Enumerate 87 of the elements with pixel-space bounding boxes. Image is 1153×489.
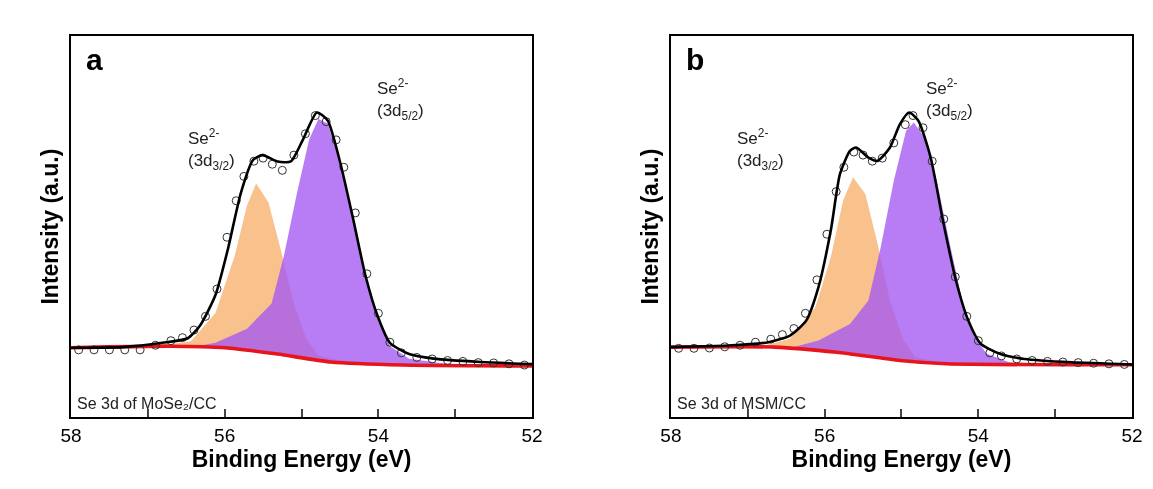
text: b [686, 43, 705, 76]
point [443, 355, 453, 365]
annotation: Se$^{2-}$ (3d$_{5/2}$) [377, 76, 424, 123]
point [889, 138, 899, 148]
point [267, 159, 277, 169]
point [120, 345, 130, 355]
x-tick-label: 56 [814, 424, 836, 446]
point [489, 358, 499, 368]
point [89, 345, 99, 355]
point [766, 334, 776, 344]
x-axis-title: Binding Energy (eV) [191, 445, 412, 472]
point [258, 153, 268, 163]
point [189, 325, 199, 335]
point [1073, 358, 1083, 368]
point [231, 196, 241, 206]
point [962, 311, 972, 321]
point [135, 345, 145, 355]
point [396, 348, 406, 358]
point [504, 359, 514, 369]
point [74, 345, 84, 355]
point [950, 272, 960, 282]
point [300, 129, 310, 139]
point [1042, 356, 1052, 366]
point [427, 354, 437, 364]
y-axis-title: Intensity (a.u.) [636, 148, 663, 305]
point [519, 360, 529, 370]
point [1058, 357, 1068, 367]
point [310, 111, 320, 121]
x-tick-label: 58 [60, 424, 82, 446]
point [339, 162, 349, 172]
point [735, 340, 745, 350]
x-tick-label: 58 [660, 424, 682, 446]
point [362, 269, 372, 279]
point [918, 123, 928, 133]
point [385, 337, 395, 347]
y-axis-title: Intensity (a.u.) [36, 148, 63, 305]
point [200, 311, 210, 321]
annotation: Se$^{2-}$ (3d$_{5/2}$) [926, 76, 973, 123]
x-tick-label: 56 [214, 424, 236, 446]
annotation: Se$^{2-}$ (3d$_{3/2}$) [737, 126, 784, 173]
point [373, 308, 383, 318]
point [473, 358, 483, 368]
point [104, 345, 114, 355]
point [839, 162, 849, 172]
x-tick-label: 54 [967, 424, 990, 446]
point [900, 120, 910, 130]
annotation: Se 3d of MoSe₂/CC [77, 395, 217, 412]
point [166, 336, 176, 346]
point [720, 342, 730, 352]
annotation: Se 3d of MSM/CC [677, 395, 806, 412]
point [927, 156, 937, 166]
point [289, 150, 299, 160]
text: a [86, 43, 103, 76]
x-tick-label: 52 [521, 424, 543, 446]
point [321, 117, 331, 127]
point [996, 351, 1006, 361]
point [750, 337, 760, 347]
point [973, 336, 983, 346]
point [331, 135, 341, 145]
point [800, 308, 810, 318]
point [858, 150, 868, 160]
point [908, 111, 918, 121]
point [239, 171, 249, 181]
point [277, 165, 287, 175]
point [1104, 359, 1114, 369]
point [1089, 358, 1099, 368]
point [212, 284, 222, 294]
x-axis-title: Binding Energy (eV) [791, 445, 1012, 472]
point [822, 229, 832, 239]
point [704, 343, 714, 353]
point [458, 356, 468, 366]
annotation: Se$^{2-}$ (3d$_{3/2}$) [188, 126, 235, 173]
point [674, 343, 684, 353]
point [249, 156, 259, 166]
point [1012, 354, 1022, 364]
point [1119, 359, 1129, 369]
point [151, 340, 161, 350]
point [1027, 355, 1037, 365]
point [177, 333, 187, 343]
point [867, 156, 877, 166]
x-tick-label: 54 [367, 424, 390, 446]
point [939, 214, 949, 224]
point [877, 153, 887, 163]
point [689, 343, 699, 353]
point [412, 352, 422, 362]
point [831, 187, 841, 197]
x-tick-label: 52 [1121, 424, 1143, 446]
